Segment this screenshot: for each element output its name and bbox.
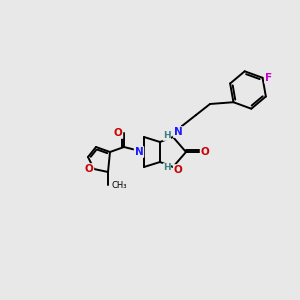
Text: H: H	[163, 164, 171, 172]
Text: O: O	[201, 147, 209, 157]
Text: N: N	[135, 147, 143, 157]
Text: CH₃: CH₃	[112, 181, 128, 190]
Text: N: N	[174, 127, 182, 137]
Text: O: O	[114, 128, 122, 138]
Text: O: O	[174, 165, 182, 175]
Text: F: F	[265, 73, 272, 83]
Text: H: H	[163, 131, 171, 140]
Text: O: O	[85, 164, 93, 174]
